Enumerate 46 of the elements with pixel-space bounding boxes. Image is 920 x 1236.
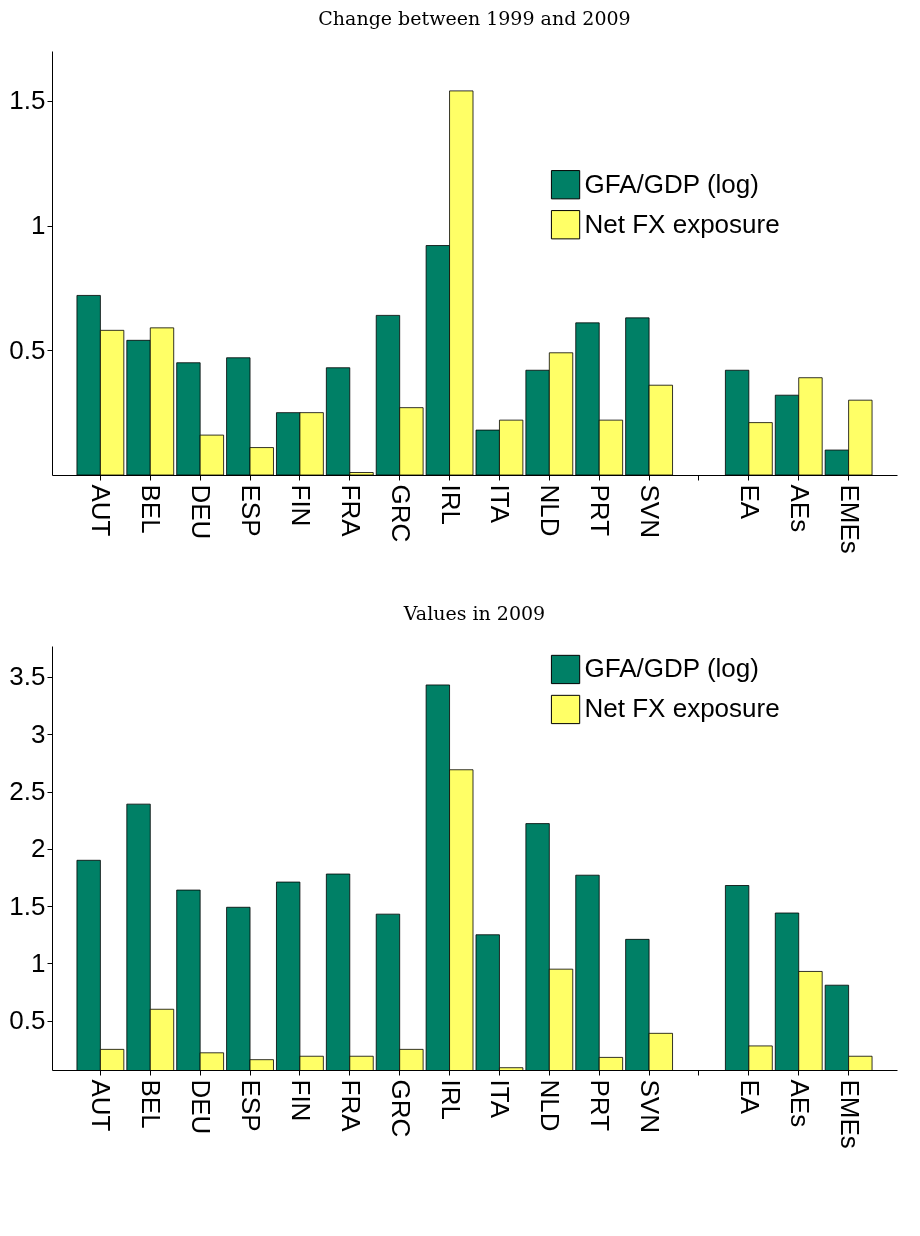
x-tick-label: AUT xyxy=(86,484,117,537)
legend-label: GFA/GDP (log) xyxy=(584,168,759,199)
x-tick-label: PRT xyxy=(585,484,616,537)
x-tick-label: SVN xyxy=(635,1079,666,1133)
x-tick-label: NLD xyxy=(535,1079,566,1132)
x-tick-label: FIN xyxy=(285,1079,316,1122)
chart-title: Change between 1999 and 2009 xyxy=(318,7,631,29)
chart-title: Values in 2009 xyxy=(402,602,546,624)
x-tick-label: FIN xyxy=(285,484,316,527)
legend-label: GFA/GDP (log) xyxy=(584,653,759,684)
y-tick-label: 0.5 xyxy=(9,334,46,365)
x-tick-label: ESP xyxy=(236,1079,267,1132)
x-tick-label: EA xyxy=(734,1079,765,1115)
x-tick-label: FRA xyxy=(335,1079,366,1133)
x-tick-label: IRL xyxy=(435,484,466,525)
x-tick-label: BEL xyxy=(136,1079,167,1129)
x-tick-label: EA xyxy=(734,484,765,520)
x-tick-label: ITA xyxy=(485,484,516,524)
x-tick-label: SVN xyxy=(635,484,666,538)
x-tick-label: IRL xyxy=(435,1079,466,1120)
y-tick-label: 1.5 xyxy=(9,85,46,116)
x-tick-label: DEU xyxy=(186,1079,217,1135)
y-tick-label: 2.5 xyxy=(9,776,46,807)
legend-label: Net FX exposure xyxy=(584,693,780,724)
x-tick-label: AUT xyxy=(86,1079,117,1132)
x-tick-label: EMEs xyxy=(834,1079,865,1149)
x-tick-label: EMEs xyxy=(834,484,865,554)
x-tick-label: DEU xyxy=(186,484,217,540)
y-tick-label: 0.5 xyxy=(9,1005,46,1036)
x-tick-label: AEs xyxy=(784,484,815,533)
x-tick-label: GRC xyxy=(385,1079,416,1138)
x-tick-label: GRC xyxy=(385,484,416,543)
legend-label: Net FX exposure xyxy=(584,208,780,239)
y-tick-label: 2 xyxy=(31,833,46,864)
y-tick-label: 1.5 xyxy=(9,890,46,921)
y-tick-label: 3 xyxy=(31,718,46,749)
x-tick-label: PRT xyxy=(585,1079,616,1132)
y-tick-label: 3.5 xyxy=(9,661,46,692)
x-tick-label: NLD xyxy=(535,484,566,537)
x-tick-label: ESP xyxy=(236,484,267,537)
x-tick-label: AEs xyxy=(784,1079,815,1128)
y-tick-label: 1 xyxy=(31,210,46,241)
x-tick-label: ITA xyxy=(485,1079,516,1119)
y-tick-label: 1 xyxy=(31,947,46,978)
x-tick-label: FRA xyxy=(335,484,366,538)
x-tick-label: BEL xyxy=(136,484,167,534)
